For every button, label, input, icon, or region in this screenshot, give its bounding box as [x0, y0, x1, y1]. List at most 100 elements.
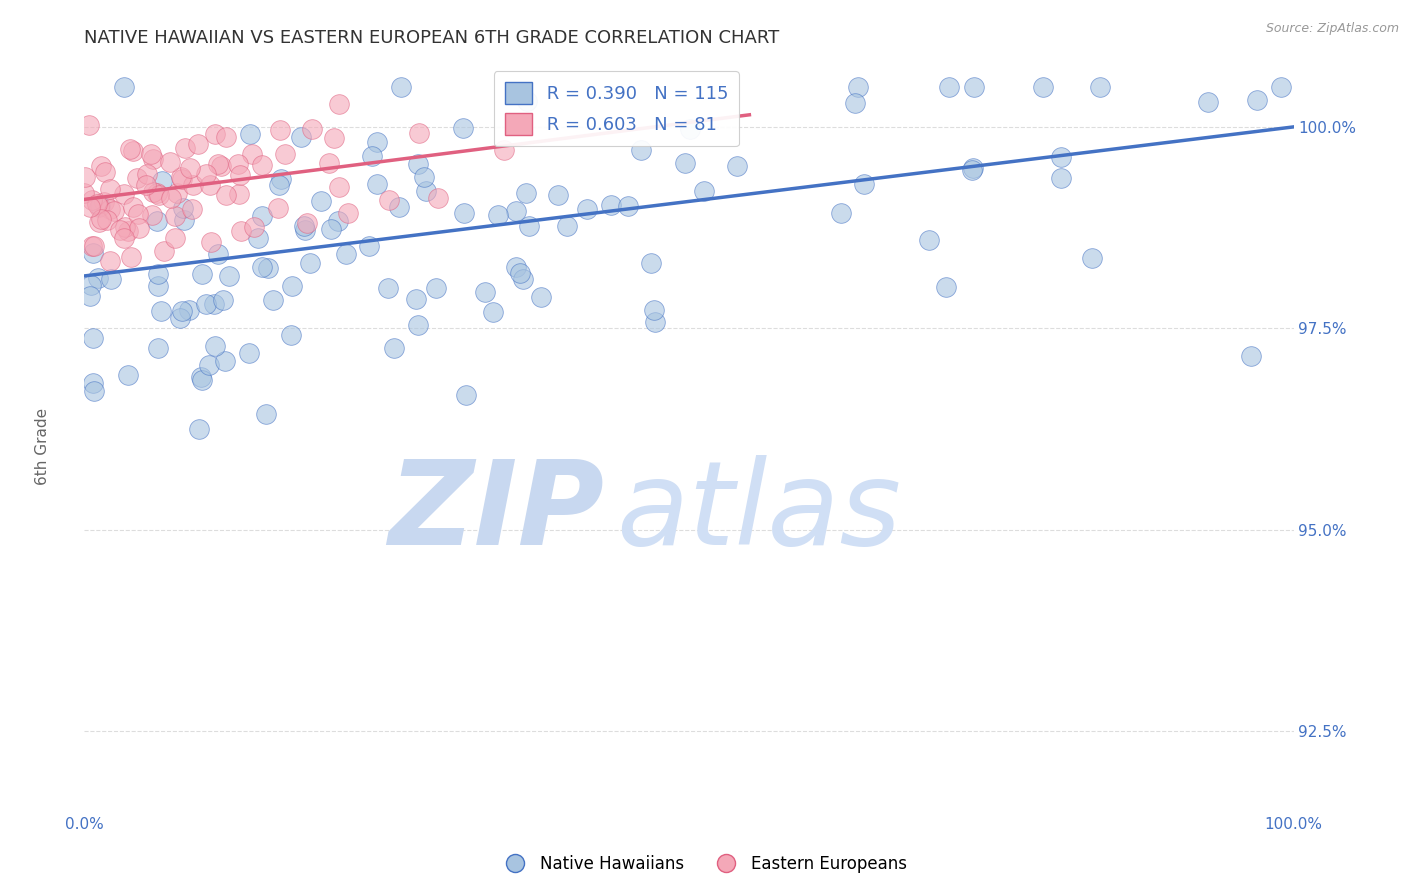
- Point: [198, 178, 221, 192]
- Point: [142, 152, 165, 166]
- Point: [247, 231, 270, 245]
- Point: [830, 206, 852, 220]
- Point: [617, 199, 640, 213]
- Point: [172, 171, 194, 186]
- Point: [90, 159, 112, 173]
- Point: [453, 206, 475, 220]
- Point: [200, 235, 222, 249]
- Point: [73, 169, 96, 184]
- Point: [228, 187, 250, 202]
- Point: [254, 407, 277, 421]
- Point: [87, 271, 110, 285]
- Point: [80, 277, 103, 292]
- Point: [86, 196, 108, 211]
- Point: [214, 354, 236, 368]
- Point: [426, 190, 449, 204]
- Point: [120, 250, 142, 264]
- Point: [194, 297, 217, 311]
- Point: [239, 127, 262, 141]
- Point: [335, 247, 357, 261]
- Point: [82, 245, 104, 260]
- Point: [207, 247, 229, 261]
- Point: [938, 79, 960, 94]
- Point: [83, 384, 105, 398]
- Point: [848, 79, 870, 94]
- Point: [643, 302, 665, 317]
- Point: [515, 186, 537, 201]
- Point: [181, 202, 204, 216]
- Point: [366, 177, 388, 191]
- Point: [209, 160, 232, 174]
- Point: [274, 147, 297, 161]
- Point: [1050, 150, 1073, 164]
- Point: [516, 94, 538, 108]
- Point: [166, 186, 188, 201]
- Point: [170, 169, 193, 184]
- Point: [90, 212, 112, 227]
- Point: [644, 315, 666, 329]
- Point: [262, 293, 284, 307]
- Point: [382, 341, 405, 355]
- Point: [323, 131, 346, 145]
- Point: [425, 281, 447, 295]
- Point: [190, 369, 212, 384]
- Point: [337, 206, 360, 220]
- Point: [98, 182, 121, 196]
- Point: [530, 290, 553, 304]
- Point: [146, 186, 169, 200]
- Point: [725, 159, 748, 173]
- Point: [226, 157, 249, 171]
- Point: [366, 136, 388, 150]
- Point: [169, 310, 191, 325]
- Point: [112, 79, 135, 94]
- Point: [454, 388, 477, 402]
- Point: [256, 260, 278, 275]
- Point: [1197, 95, 1219, 109]
- Point: [93, 165, 115, 179]
- Point: [207, 157, 229, 171]
- Point: [408, 126, 430, 140]
- Point: [378, 193, 401, 207]
- Point: [89, 199, 111, 213]
- Point: [202, 296, 225, 310]
- Point: [218, 268, 240, 283]
- Point: [98, 254, 121, 268]
- Point: [267, 201, 290, 215]
- Point: [117, 224, 139, 238]
- Point: [474, 285, 496, 300]
- Point: [377, 281, 399, 295]
- Point: [187, 136, 209, 151]
- Point: [122, 200, 145, 214]
- Point: [675, 155, 697, 169]
- Point: [148, 341, 170, 355]
- Point: [187, 421, 209, 435]
- Point: [328, 97, 350, 112]
- Point: [148, 187, 170, 202]
- Point: [405, 292, 427, 306]
- Point: [547, 188, 569, 202]
- Point: [415, 185, 437, 199]
- Text: 6th Grade: 6th Grade: [35, 408, 49, 484]
- Point: [112, 231, 135, 245]
- Point: [141, 208, 163, 222]
- Point: [142, 186, 165, 200]
- Point: [82, 376, 104, 391]
- Point: [630, 143, 652, 157]
- Point: [406, 157, 429, 171]
- Point: [328, 180, 350, 194]
- Text: Source: ZipAtlas.com: Source: ZipAtlas.com: [1265, 22, 1399, 36]
- Point: [240, 147, 263, 161]
- Point: [640, 256, 662, 270]
- Point: [118, 142, 141, 156]
- Point: [679, 122, 702, 136]
- Point: [165, 210, 187, 224]
- Point: [173, 213, 195, 227]
- Point: [250, 158, 273, 172]
- Point: [361, 148, 384, 162]
- Point: [960, 163, 983, 178]
- Point: [1090, 79, 1112, 94]
- Point: [128, 221, 150, 235]
- Point: [204, 128, 226, 142]
- Point: [112, 186, 135, 201]
- Point: [100, 202, 122, 216]
